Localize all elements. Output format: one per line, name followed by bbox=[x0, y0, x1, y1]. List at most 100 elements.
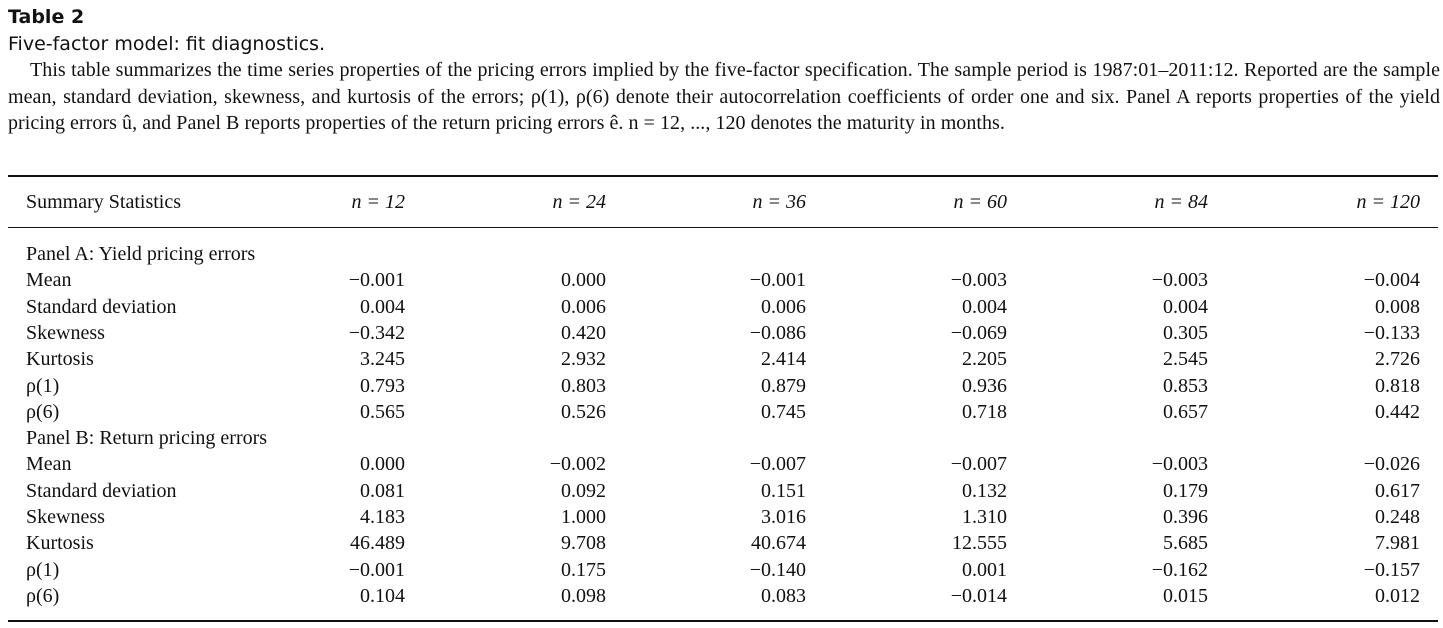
table-cell: −0.001 bbox=[348, 269, 405, 291]
table-row: Mean 0.000 −0.002 −0.007 −0.007 −0.003 −0.026 bbox=[0, 451, 1443, 477]
table-cell: −0.002 bbox=[549, 453, 606, 475]
row-label: ρ(1) bbox=[26, 559, 60, 581]
table-cell: 0.936 bbox=[962, 375, 1007, 397]
table-cell: 0.565 bbox=[360, 401, 405, 423]
table-row: Standard deviation 0.004 0.006 0.006 0.004 0.… bbox=[0, 294, 1443, 320]
table-cell: −0.133 bbox=[1363, 322, 1420, 344]
table-cell: −0.007 bbox=[749, 453, 806, 475]
table-cell: 0.248 bbox=[1375, 506, 1420, 528]
table-cell: −0.026 bbox=[1363, 453, 1420, 475]
table-cell: −0.140 bbox=[749, 559, 806, 581]
table-cell: 0.818 bbox=[1375, 375, 1420, 397]
table-cell: 0.004 bbox=[360, 296, 405, 318]
table-row: ρ(1) −0.001 0.175 −0.140 0.001 −0.162 −0.157 bbox=[0, 557, 1443, 583]
table-cell: 0.000 bbox=[360, 453, 405, 475]
table-cell: −0.001 bbox=[348, 559, 405, 581]
header-col-1: n = 12 bbox=[351, 191, 406, 213]
table-cell: −0.014 bbox=[950, 585, 1007, 607]
table-cell: −0.007 bbox=[950, 453, 1007, 475]
table-cell: 5.685 bbox=[1163, 532, 1208, 554]
table-cell: 0.175 bbox=[561, 559, 606, 581]
table-cell: 3.016 bbox=[761, 506, 806, 528]
table-cell: 40.674 bbox=[751, 532, 806, 554]
table-cell: 0.617 bbox=[1375, 480, 1420, 502]
row-label: Mean bbox=[26, 453, 72, 475]
table-cell: 0.745 bbox=[761, 401, 806, 423]
table-caption: Table 2 Five-factor model: fit diagnosti… bbox=[8, 4, 1440, 137]
table-cell: 0.305 bbox=[1163, 322, 1208, 344]
table-cell: 0.151 bbox=[761, 480, 806, 502]
table-cell: 0.004 bbox=[962, 296, 1007, 318]
table-row: ρ(6) 0.104 0.098 0.083 −0.014 0.015 0.012 bbox=[0, 583, 1443, 609]
row-label: ρ(6) bbox=[26, 585, 60, 607]
table-cell: −0.001 bbox=[749, 269, 806, 291]
table-cell: 2.205 bbox=[962, 348, 1007, 370]
table-cell: 0.001 bbox=[962, 559, 1007, 581]
table-cell: −0.086 bbox=[749, 322, 806, 344]
table-cell: 0.853 bbox=[1163, 375, 1208, 397]
table-cell: 0.008 bbox=[1375, 296, 1420, 318]
table-cell: 12.555 bbox=[952, 532, 1007, 554]
panel-title-row: Panel B: Return pricing errors bbox=[0, 425, 1443, 451]
header-row: Summary Statistics n = 12 n = 24 n = 36 … bbox=[0, 189, 1443, 215]
table-label: Table 2 bbox=[8, 6, 85, 28]
table-cell: 0.000 bbox=[561, 269, 606, 291]
table-cell: −0.157 bbox=[1363, 559, 1420, 581]
table-row: Skewness −0.342 0.420 −0.086 −0.069 0.305 −0.1… bbox=[0, 320, 1443, 346]
header-col-3: n = 36 bbox=[752, 191, 807, 213]
table-cell: −0.003 bbox=[1151, 453, 1208, 475]
row-label: Mean bbox=[26, 269, 72, 291]
header-col-2: n = 24 bbox=[552, 191, 607, 213]
table-cell: −0.069 bbox=[950, 322, 1007, 344]
table-cell: 0.420 bbox=[561, 322, 606, 344]
table-cell: 0.015 bbox=[1163, 585, 1208, 607]
table-row: Standard deviation 0.081 0.092 0.151 0.132 0.… bbox=[0, 478, 1443, 504]
row-label: Standard deviation bbox=[26, 480, 177, 502]
table-cell: 2.414 bbox=[761, 348, 806, 370]
table-cell: 0.012 bbox=[1375, 585, 1420, 607]
row-label: ρ(6) bbox=[26, 401, 60, 423]
table-cell: 0.179 bbox=[1163, 480, 1208, 502]
row-label: Skewness bbox=[26, 322, 105, 344]
table-cell: 4.183 bbox=[360, 506, 405, 528]
table-row: Kurtosis 46.489 9.708 40.674 12.555 5.685 7.98… bbox=[0, 530, 1443, 556]
table-row: Mean −0.001 0.000 −0.001 −0.003 −0.003 −0.004 bbox=[0, 267, 1443, 293]
table-cell: −0.342 bbox=[348, 322, 405, 344]
row-label: Kurtosis bbox=[26, 532, 94, 554]
table-cell: 0.396 bbox=[1163, 506, 1208, 528]
table-cell: 0.657 bbox=[1163, 401, 1208, 423]
table-cell: 0.132 bbox=[962, 480, 1007, 502]
table-cell: 0.793 bbox=[360, 375, 405, 397]
table-cell: 0.526 bbox=[561, 401, 606, 423]
table-cell: 1.000 bbox=[561, 506, 606, 528]
row-label: Skewness bbox=[26, 506, 105, 528]
header-col-5: n = 84 bbox=[1154, 191, 1209, 213]
header-col-6: n = 120 bbox=[1356, 191, 1421, 213]
table-description: This table summarizes the time series pr… bbox=[8, 59, 1440, 134]
table-cell: 0.098 bbox=[561, 585, 606, 607]
header-label: Summary Statistics bbox=[26, 191, 181, 213]
header-col-4: n = 60 bbox=[953, 191, 1008, 213]
table-cell: 0.442 bbox=[1375, 401, 1420, 423]
table-cell: 2.932 bbox=[561, 348, 606, 370]
table-row: ρ(1) 0.793 0.803 0.879 0.936 0.853 0.818 bbox=[0, 373, 1443, 399]
table-subtitle: Five-factor model: fit diagnostics. bbox=[8, 32, 326, 55]
table-cell: −0.004 bbox=[1363, 269, 1420, 291]
table-cell: 2.726 bbox=[1375, 348, 1420, 370]
panel-title-row: Panel A: Yield pricing errors bbox=[0, 241, 1443, 267]
table-cell: 7.981 bbox=[1375, 532, 1420, 554]
bottom-rule bbox=[8, 620, 1438, 622]
panel-title: Panel B: Return pricing errors bbox=[26, 427, 268, 449]
row-label: Kurtosis bbox=[26, 348, 94, 370]
table-cell: 0.083 bbox=[761, 585, 806, 607]
table-cell: 0.081 bbox=[360, 480, 405, 502]
table-cell: 0.004 bbox=[1163, 296, 1208, 318]
top-rule bbox=[8, 175, 1438, 177]
table-row: ρ(6) 0.565 0.526 0.745 0.718 0.657 0.442 bbox=[0, 399, 1443, 425]
table-cell: −0.003 bbox=[950, 269, 1007, 291]
table-cell: 0.006 bbox=[561, 296, 606, 318]
table-row: Kurtosis 3.245 2.932 2.414 2.205 2.545 2.726 bbox=[0, 346, 1443, 372]
table-cell: 0.092 bbox=[561, 480, 606, 502]
row-label: ρ(1) bbox=[26, 375, 60, 397]
row-label: Standard deviation bbox=[26, 296, 177, 318]
